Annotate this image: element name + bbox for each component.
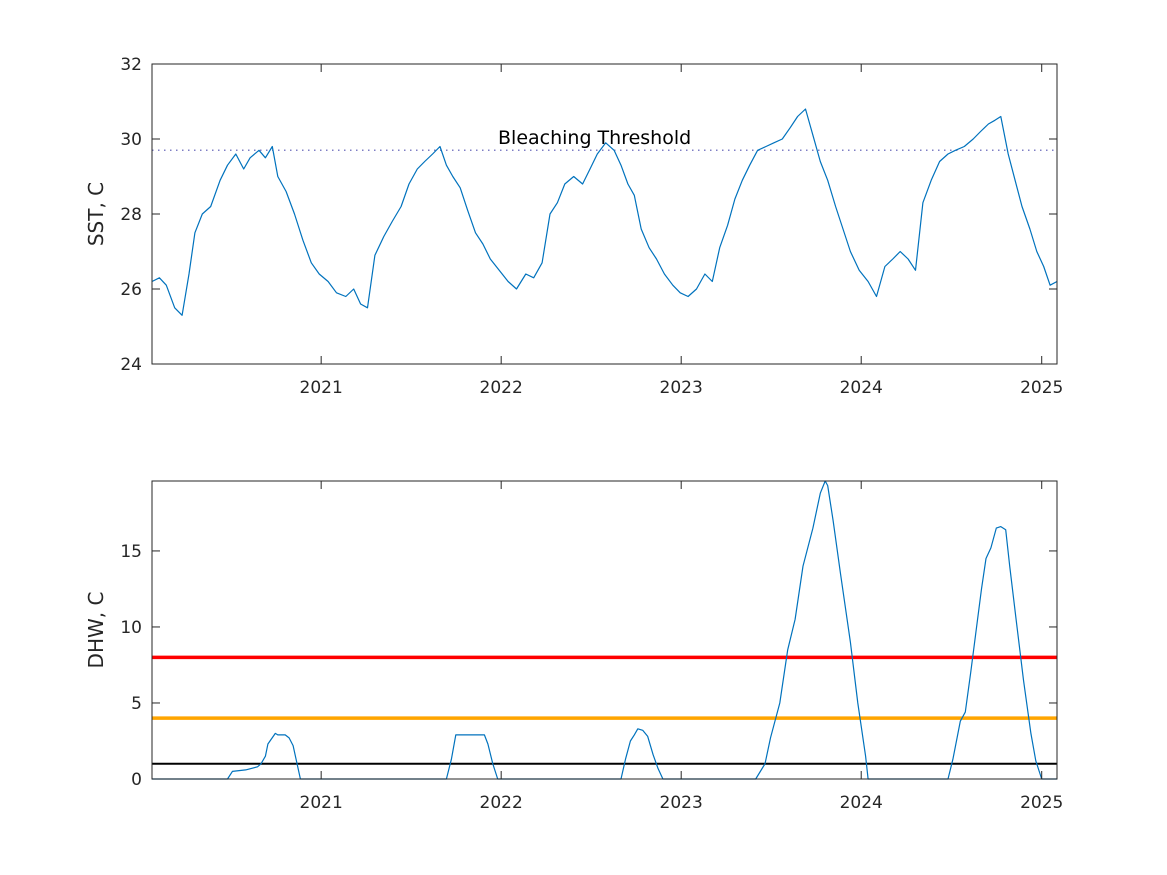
dhw-x-ticks: 2021 2022 2023 2024 2025 [300,481,1063,813]
dhw-y-tick-label-15: 15 [120,542,142,562]
sst-axes: 2021 2022 2023 2024 2025 24 26 28 30 32 SST, C B… [84,55,1063,398]
dhw-y-tick-label-0: 0 [131,770,142,790]
dhw-x-tick-label-2024: 2024 [840,793,883,813]
sst-y-tick-label-30: 30 [120,130,142,150]
sst-y-tick-label-24: 24 [120,355,142,375]
dhw-y-ticks: 0 5 10 15 [120,542,1057,790]
dhw-plot-area [152,481,1057,779]
dhw-y-tick-label-10: 10 [120,618,142,638]
dhw-axes: 2021 2022 2023 2024 2025 0 5 10 15 DHW, C [84,480,1063,813]
dhw-x-tick-label-2023: 2023 [660,793,703,813]
sst-series-line-0 [151,108,1058,316]
dhw-x-tick-label-2025: 2025 [1020,793,1063,813]
dhw-x-tick-label-2021: 2021 [300,793,343,813]
sst-x-ticks: 2021 2022 2023 2024 2025 [300,64,1063,398]
sst-y-tick-label-26: 26 [120,280,142,300]
dhw-x-tick-label-2022: 2022 [480,793,523,813]
sst-plot-area [152,64,1057,364]
sst-x-tick-label-2021: 2021 [300,378,343,398]
dhw-y-axis-label: DHW, C [84,592,108,669]
sst-series-group [151,108,1058,316]
sst-x-tick-label-2025: 2025 [1020,378,1063,398]
sst-x-tick-label-2024: 2024 [840,378,883,398]
dhw-series-group [152,480,1057,780]
dhw-reference-lines [152,655,1057,765]
sst-x-tick-label-2022: 2022 [480,378,523,398]
sst-x-tick-label-2023: 2023 [660,378,703,398]
sst-y-axis-label: SST, C [84,182,108,246]
bleaching-threshold-annotation: Bleaching Threshold [498,127,691,149]
sst-y-ticks: 24 26 28 30 32 [120,55,1057,375]
dhw-axes-box [151,480,1058,780]
sst-y-tick-label-32: 32 [120,55,142,75]
sst-y-tick-label-28: 28 [120,205,142,225]
dhw-y-tick-label-5: 5 [131,694,142,714]
dhw-series-line-0 [152,480,1057,780]
